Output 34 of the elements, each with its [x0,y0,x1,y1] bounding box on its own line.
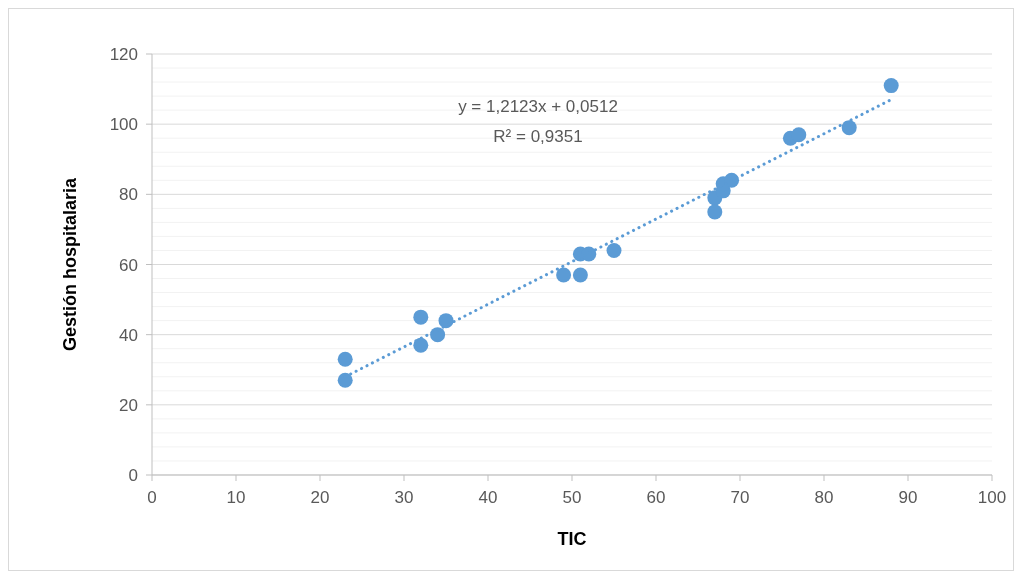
y-tick-label: 80 [119,185,138,205]
x-tick-label: 20 [310,488,330,507]
point [413,309,429,325]
y-tick-label: 40 [119,325,138,345]
point [883,78,899,94]
x-tick-label: 10 [226,488,246,507]
x-tick-label: 40 [478,488,498,507]
x-axis-title: TIC [557,529,587,549]
x-tick-label: 80 [814,488,834,507]
x-tick-label: 100 [977,488,1007,507]
x-tick-label: 60 [646,488,666,507]
y-tick-label: 60 [119,255,138,275]
y-tick-label: 120 [109,45,138,64]
point [606,242,622,258]
point [337,372,353,388]
y-tick-label: 0 [128,466,138,485]
point [572,267,588,283]
x-tick-label: 0 [147,488,157,507]
x-tick-label: 90 [898,488,918,507]
point [413,337,429,353]
annotation: R² = 0,9351 [493,127,583,146]
x-tick-label: 70 [730,488,750,507]
y-axis-title: Gestión hospitalaria [60,177,80,352]
point [841,120,857,136]
point [556,267,572,283]
x-tick-label: 30 [394,488,414,507]
point [337,351,353,367]
point [791,127,807,143]
annotation: y = 1,2123x + 0,0512 [458,97,618,116]
x-tick-label: 50 [562,488,582,507]
y-tick-label: 20 [119,395,138,415]
y-tick-label: 100 [109,115,138,135]
point [430,327,446,343]
point [707,204,723,220]
